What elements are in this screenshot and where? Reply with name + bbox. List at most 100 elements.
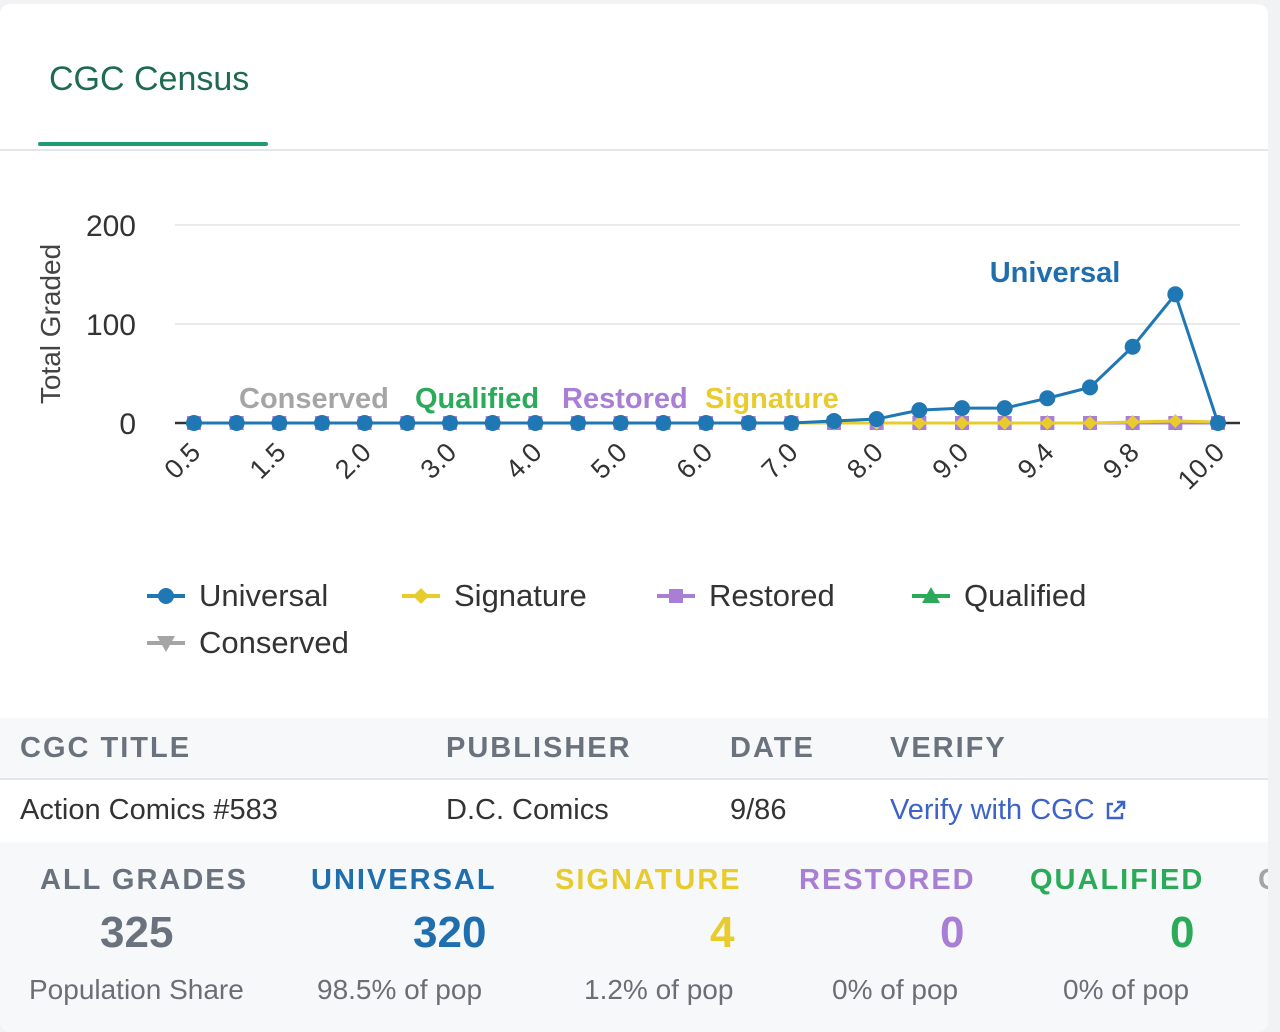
census-card: CGC Census 0 100 200 Total Graded 0.5 1.5 2.0 3… bbox=[0, 4, 1268, 1032]
data-point-universal bbox=[698, 415, 714, 431]
data-point-universal bbox=[1039, 390, 1056, 407]
data-point-universal bbox=[1124, 338, 1141, 355]
stat-value: 0 bbox=[940, 908, 965, 957]
cell-date: 9/86 bbox=[730, 794, 787, 826]
data-point-universal bbox=[527, 415, 544, 431]
stat-sub: 1.2% of pop bbox=[584, 974, 734, 1005]
data-point-universal bbox=[868, 411, 885, 428]
stat-value: 325 bbox=[100, 908, 174, 957]
circle-line-icon bbox=[147, 588, 185, 604]
x-tick-label: 6.0 bbox=[670, 437, 718, 485]
triangle-down-line-icon bbox=[147, 636, 185, 652]
x-tick-label: 3.0 bbox=[414, 437, 462, 485]
x-tick-label: 9.4 bbox=[1012, 437, 1060, 485]
y-tick-label: 200 bbox=[86, 210, 136, 243]
data-point-signature bbox=[912, 416, 927, 430]
x-tick-label: 10.0 bbox=[1172, 437, 1230, 495]
data-point-universal bbox=[655, 415, 672, 431]
data-point-universal bbox=[826, 413, 842, 430]
legend-item-universal[interactable]: Universal bbox=[145, 578, 328, 614]
cell-publisher: D.C. Comics bbox=[446, 794, 609, 826]
stat-label: UNIVERSAL bbox=[311, 864, 497, 896]
legend-item-restored[interactable]: Restored bbox=[655, 578, 835, 614]
y-axis-label: Total Graded bbox=[35, 244, 66, 404]
data-point-universal bbox=[442, 415, 458, 431]
stat-label: SIGNATURE bbox=[555, 864, 742, 896]
data-point-universal bbox=[186, 415, 202, 431]
x-tick-label: 2.0 bbox=[329, 437, 377, 485]
x-tick-label: 5.0 bbox=[585, 437, 633, 485]
stat-value: 0 bbox=[1170, 908, 1195, 957]
stat-label: C bbox=[1258, 864, 1268, 897]
data-point-universal bbox=[356, 415, 373, 431]
table-header: CGC TITLE PUBLISHER DATE VERIFY bbox=[0, 718, 1268, 780]
data-point-universal bbox=[954, 400, 970, 417]
data-point-universal bbox=[783, 415, 800, 431]
x-tick-label: 9.8 bbox=[1097, 437, 1145, 485]
data-point-signature bbox=[1125, 415, 1140, 430]
grade-stats: ALL GRADES 325 Population Share UNIVERSA… bbox=[0, 842, 1268, 1032]
legend-item-signature[interactable]: Signature bbox=[400, 578, 587, 614]
stat-label: RESTORED bbox=[799, 864, 976, 896]
x-tick-label: 9.0 bbox=[926, 437, 974, 485]
tab-active-indicator bbox=[38, 142, 268, 146]
tab-bar: CGC Census bbox=[0, 4, 1268, 151]
data-point-signature bbox=[955, 416, 969, 430]
legend-label: Qualified bbox=[964, 578, 1087, 613]
census-line-chart: 0 100 200 Total Graded 0.5 1.5 2.0 3.0 4.0 5.0 6.0… bbox=[35, 210, 1240, 495]
stat-label: ALL GRADES bbox=[40, 864, 248, 896]
legend-label: Universal bbox=[199, 578, 329, 613]
data-point-universal bbox=[314, 415, 330, 431]
stat-value: 4 bbox=[710, 908, 735, 957]
y-tick-label: 0 bbox=[119, 408, 136, 441]
header-date: DATE bbox=[730, 732, 815, 764]
verify-with-cgc-link[interactable]: Verify with CGC bbox=[890, 794, 1127, 827]
y-tick-label: 100 bbox=[86, 309, 136, 342]
data-point-universal bbox=[228, 415, 245, 431]
table-row: Action Comics #583 D.C. Comics 9/86 Veri… bbox=[0, 780, 1268, 844]
data-point-signature bbox=[1040, 416, 1055, 430]
triangle-line-icon bbox=[912, 587, 950, 603]
legend-label: Signature bbox=[454, 578, 587, 613]
data-point-universal bbox=[1082, 379, 1098, 396]
external-link-icon bbox=[1106, 800, 1125, 819]
tab-label: CGC Census bbox=[49, 60, 250, 98]
series-annotation-signature: Signature bbox=[705, 383, 839, 415]
stat-sub: 0% of pop bbox=[832, 974, 959, 1005]
data-point-universal bbox=[911, 402, 928, 419]
legend-item-qualified[interactable]: Qualified bbox=[910, 578, 1086, 614]
x-tick-label: 7.0 bbox=[756, 437, 804, 485]
stat-sub: Population Share bbox=[29, 974, 244, 1005]
data-point-universal bbox=[1167, 286, 1184, 303]
data-point-signature bbox=[1083, 416, 1097, 430]
diamond-line-icon bbox=[402, 588, 440, 604]
data-point-signature bbox=[997, 416, 1012, 430]
legend-label: Restored bbox=[709, 578, 835, 613]
header-verify: VERIFY bbox=[890, 732, 1007, 764]
series-annotation-qualified: Qualified bbox=[415, 383, 539, 415]
stat-value: 320 bbox=[413, 908, 487, 957]
data-point-universal bbox=[612, 415, 629, 431]
data-point-universal bbox=[996, 400, 1013, 417]
data-point-universal bbox=[484, 415, 501, 431]
x-tick-label: 1.5 bbox=[244, 437, 292, 485]
legend-label: Conserved bbox=[199, 625, 349, 660]
legend-item-conserved[interactable]: Conserved bbox=[145, 625, 349, 661]
header-cgc-title: CGC TITLE bbox=[20, 732, 192, 764]
stat-sub: 98.5% of pop bbox=[317, 974, 483, 1005]
stat-sub: 0% of pop bbox=[1063, 974, 1190, 1005]
data-point-universal bbox=[271, 415, 288, 431]
verify-label: Verify with CGC bbox=[890, 794, 1095, 826]
tab-cgc-census[interactable]: CGC Census bbox=[38, 60, 268, 146]
data-point-signature bbox=[1168, 414, 1183, 429]
cell-title: Action Comics #583 bbox=[20, 794, 278, 826]
series-annotation-restored: Restored bbox=[562, 383, 688, 415]
header-publisher: PUBLISHER bbox=[446, 732, 632, 764]
data-point-universal bbox=[1210, 415, 1226, 431]
series-annotation-universal: Universal bbox=[990, 257, 1121, 289]
series-annotation-conserved: Conserved bbox=[239, 383, 389, 415]
data-point-universal bbox=[740, 415, 757, 431]
square-line-icon bbox=[657, 589, 695, 603]
data-point-universal bbox=[399, 415, 416, 431]
data-point-universal bbox=[570, 415, 586, 431]
